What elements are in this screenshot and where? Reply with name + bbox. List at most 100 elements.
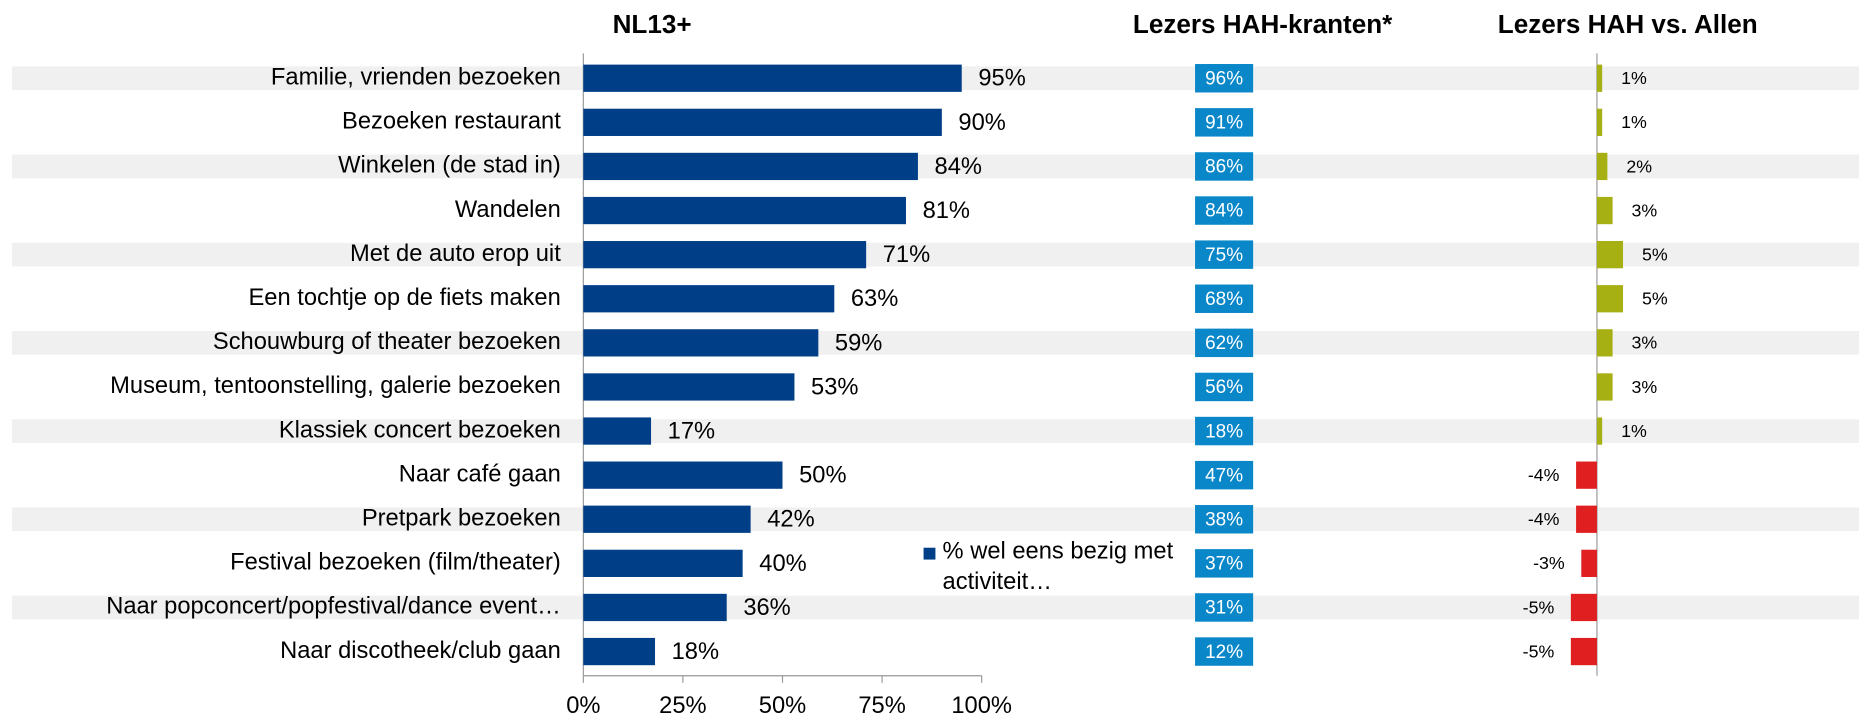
data-label: -4% bbox=[1528, 509, 1560, 529]
data-label: 1% bbox=[1621, 68, 1647, 88]
chart-title: Lezers HAH vs. Allen bbox=[1498, 9, 1758, 39]
data-label: 3% bbox=[1632, 377, 1658, 397]
value-box bbox=[1195, 593, 1254, 622]
value-box bbox=[1195, 64, 1254, 93]
bar bbox=[1570, 637, 1597, 666]
bar bbox=[1596, 417, 1603, 445]
data-label: 53% bbox=[811, 374, 858, 400]
data-label: 59% bbox=[835, 330, 882, 356]
data-label: 68% bbox=[1205, 289, 1243, 310]
data-label: 56% bbox=[1205, 377, 1243, 398]
data-label: 37% bbox=[1205, 554, 1243, 575]
value-box bbox=[1195, 505, 1254, 534]
data-label: -5% bbox=[1523, 597, 1555, 617]
legend-swatch bbox=[923, 547, 936, 560]
x-tick-label: 25% bbox=[659, 693, 706, 717]
row-stripe bbox=[11, 330, 1859, 355]
data-label: 5% bbox=[1642, 245, 1668, 265]
category-label: Bezoeken restaurant bbox=[342, 109, 561, 135]
bar bbox=[1596, 329, 1613, 357]
x-tick-label: 0% bbox=[566, 693, 600, 717]
bar bbox=[583, 241, 867, 269]
row-stripe bbox=[11, 154, 1859, 179]
data-label: 3% bbox=[1632, 200, 1658, 220]
bar bbox=[583, 505, 751, 533]
category-label: Familie, vrienden bezoeken bbox=[271, 65, 561, 91]
data-label: 1% bbox=[1621, 421, 1647, 441]
value-box bbox=[1195, 196, 1254, 225]
category-label: Winkelen (de stad in) bbox=[338, 153, 561, 179]
bar bbox=[1581, 549, 1597, 577]
data-label: 18% bbox=[672, 639, 719, 665]
bar bbox=[1596, 64, 1603, 92]
category-label: Met de auto erop uit bbox=[350, 241, 561, 267]
data-label: 86% bbox=[1205, 157, 1243, 178]
bar bbox=[583, 285, 835, 313]
value-box bbox=[1195, 637, 1254, 666]
value-box bbox=[1195, 240, 1254, 269]
data-label: -4% bbox=[1528, 465, 1560, 485]
value-box bbox=[1195, 372, 1254, 402]
value-box bbox=[1195, 328, 1254, 358]
value-box bbox=[1195, 284, 1254, 313]
bar bbox=[1596, 285, 1624, 313]
bar bbox=[583, 593, 727, 622]
category-label: Naar popconcert/popfestival/dance event… bbox=[106, 594, 561, 620]
bar bbox=[1596, 152, 1608, 181]
category-label: Festival bezoeken (film/theater) bbox=[230, 550, 561, 576]
data-label: -3% bbox=[1533, 553, 1565, 573]
data-label: 2% bbox=[1626, 156, 1652, 176]
data-label: 84% bbox=[1205, 201, 1243, 222]
x-tick-label: 100% bbox=[951, 693, 1012, 717]
data-label: 84% bbox=[935, 154, 982, 180]
data-label: 71% bbox=[883, 242, 930, 268]
bar bbox=[1596, 373, 1613, 401]
bar bbox=[1570, 593, 1597, 622]
data-label: 31% bbox=[1205, 598, 1243, 619]
data-label: 1% bbox=[1621, 112, 1647, 132]
row-stripe bbox=[11, 242, 1859, 267]
bar bbox=[583, 637, 656, 666]
legend: % wel eens bezig met activiteit… bbox=[943, 538, 1174, 595]
bar bbox=[583, 152, 918, 181]
category-label: Wandelen bbox=[455, 197, 561, 223]
data-label: 12% bbox=[1205, 642, 1243, 663]
category-label: Naar discotheek/club gaan bbox=[280, 638, 561, 664]
bar bbox=[1576, 461, 1597, 489]
data-label: 42% bbox=[767, 507, 814, 533]
data-label: 62% bbox=[1205, 333, 1243, 354]
category-label: Klassiek concert bezoeken bbox=[279, 417, 561, 443]
bar bbox=[583, 549, 743, 577]
row-stripe bbox=[11, 419, 1859, 443]
value-box bbox=[1195, 108, 1254, 137]
bar bbox=[1596, 108, 1603, 136]
data-label: 81% bbox=[923, 198, 970, 224]
value-box bbox=[1195, 460, 1254, 490]
data-label: 96% bbox=[1205, 68, 1243, 89]
data-label: 47% bbox=[1205, 465, 1243, 486]
bar bbox=[583, 64, 962, 92]
data-label: 3% bbox=[1632, 333, 1658, 353]
chart-title: NL13+ bbox=[613, 9, 692, 39]
x-tick-label: 50% bbox=[759, 693, 806, 717]
category-label: Pretpark bezoeken bbox=[362, 506, 561, 532]
bar bbox=[583, 373, 795, 401]
bar bbox=[1596, 196, 1613, 225]
row-stripe bbox=[11, 595, 1859, 620]
data-label: 50% bbox=[799, 463, 846, 489]
data-label: 18% bbox=[1205, 421, 1243, 442]
bar bbox=[583, 417, 652, 445]
bar bbox=[1576, 505, 1597, 533]
chart-title: Lezers HAH-kranten* bbox=[1133, 9, 1393, 39]
bar bbox=[1596, 241, 1624, 269]
category-label: Een tochtje op de fiets maken bbox=[249, 285, 561, 311]
bar bbox=[583, 329, 819, 357]
category-label: Naar café gaan bbox=[399, 461, 561, 487]
row-stripe bbox=[11, 507, 1859, 532]
value-box bbox=[1195, 416, 1254, 446]
data-label: 38% bbox=[1205, 509, 1243, 530]
data-label: 90% bbox=[958, 110, 1005, 136]
bar bbox=[583, 108, 942, 136]
x-tick-label: 75% bbox=[858, 693, 905, 717]
